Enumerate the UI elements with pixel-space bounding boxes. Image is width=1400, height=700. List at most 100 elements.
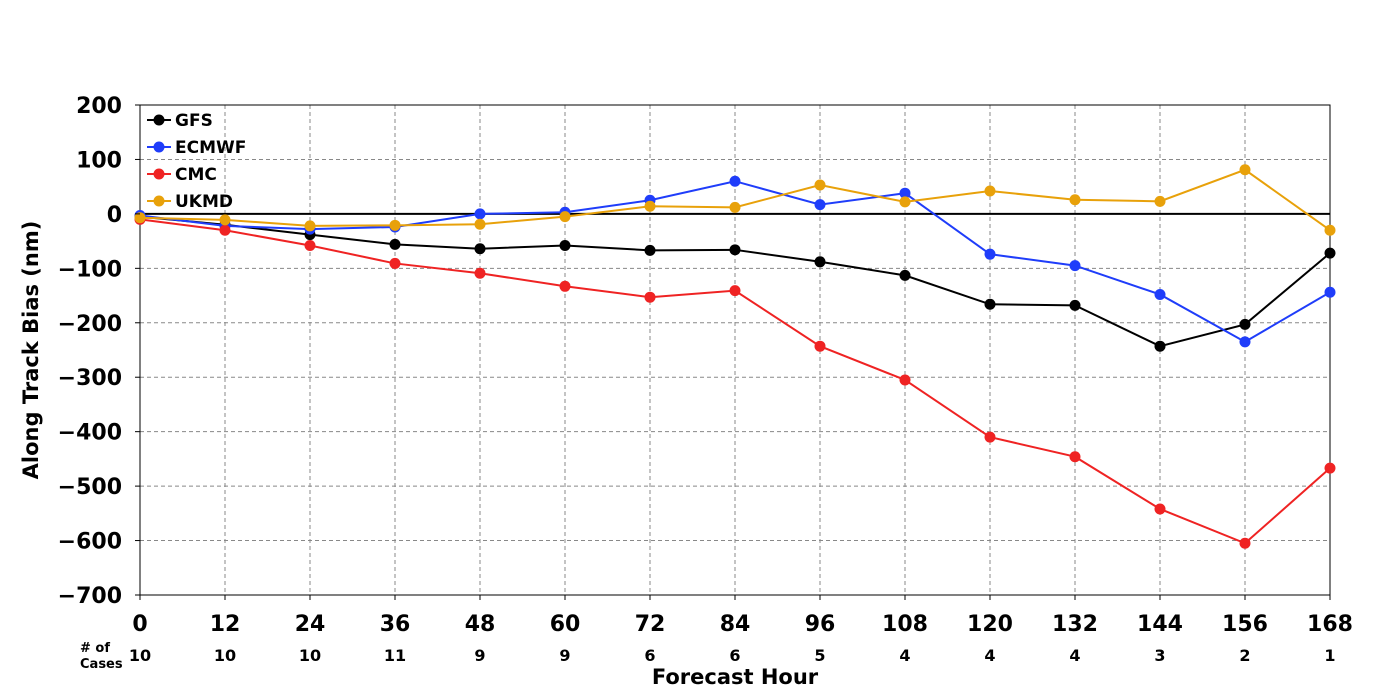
data-point-gfs bbox=[474, 243, 486, 255]
case-count: 3 bbox=[1154, 646, 1165, 665]
case-count: 10 bbox=[129, 646, 151, 665]
data-point-gfs bbox=[559, 239, 571, 251]
y-tick-label: −500 bbox=[58, 475, 122, 500]
legend-item-ecmwf: ECMWF bbox=[147, 138, 246, 158]
x-axis-title: Forecast Hour bbox=[652, 665, 819, 689]
case-count: 10 bbox=[299, 646, 321, 665]
data-point-ukmd bbox=[1239, 164, 1251, 176]
data-point-cmc bbox=[559, 280, 571, 292]
case-count: 2 bbox=[1239, 646, 1250, 665]
x-tick-label: 96 bbox=[805, 612, 836, 637]
data-point-gfs bbox=[984, 298, 996, 310]
legend-swatch-marker bbox=[153, 195, 165, 207]
x-tick-label: 72 bbox=[635, 612, 666, 637]
data-point-ecmwf bbox=[1069, 260, 1081, 272]
x-tick-label: 144 bbox=[1137, 612, 1183, 637]
data-point-ukmd bbox=[474, 218, 486, 230]
data-point-ukmd bbox=[559, 211, 571, 223]
y-tick-label: −200 bbox=[58, 312, 122, 337]
data-point-cmc bbox=[644, 291, 656, 303]
data-point-gfs bbox=[1324, 247, 1336, 259]
cases-row: 10 10 10 11 9 9 6 6 5 4 4 4 3 2 1 bbox=[129, 646, 1336, 665]
data-point-cmc bbox=[474, 267, 486, 279]
data-point-ukmd bbox=[304, 220, 316, 232]
data-point-ecmwf bbox=[1239, 336, 1251, 348]
data-point-ukmd bbox=[984, 185, 996, 197]
cases-label-line-1: # of bbox=[80, 641, 110, 656]
x-tick-label: 120 bbox=[967, 612, 1013, 637]
data-point-cmc bbox=[984, 431, 996, 443]
series-ukmd bbox=[134, 164, 1336, 236]
y-tick-label: −700 bbox=[58, 584, 122, 609]
x-tick-label: 24 bbox=[295, 612, 326, 637]
data-point-gfs bbox=[1154, 340, 1166, 352]
x-tick-label: 12 bbox=[210, 612, 241, 637]
data-point-gfs bbox=[814, 256, 826, 268]
case-count: 6 bbox=[729, 646, 740, 665]
legend-swatch-marker bbox=[153, 141, 165, 153]
data-point-ukmd bbox=[389, 219, 401, 231]
data-point-gfs bbox=[1239, 318, 1251, 330]
data-point-cmc bbox=[304, 239, 316, 251]
x-tick-label: 108 bbox=[882, 612, 928, 637]
data-point-ecmwf bbox=[984, 248, 996, 260]
legend-item-ukmd: UKMD bbox=[147, 192, 233, 212]
y-tick-label: −600 bbox=[58, 530, 122, 555]
case-count: 4 bbox=[984, 646, 995, 665]
data-point-gfs bbox=[729, 244, 741, 256]
data-point-gfs bbox=[644, 244, 656, 256]
data-point-ukmd bbox=[644, 200, 656, 212]
case-count: 4 bbox=[1069, 646, 1080, 665]
data-point-ecmwf bbox=[899, 187, 911, 199]
legend-item-cmc: CMC bbox=[147, 165, 217, 185]
case-count: 11 bbox=[384, 646, 406, 665]
case-count: 9 bbox=[474, 646, 485, 665]
x-tick-label: 0 bbox=[132, 612, 147, 637]
data-point-ecmwf bbox=[1324, 286, 1336, 298]
y-tick-label: −300 bbox=[58, 366, 122, 391]
data-point-ecmwf bbox=[729, 175, 741, 187]
data-point-ecmwf bbox=[814, 199, 826, 211]
data-point-ukmd bbox=[1324, 224, 1336, 236]
data-point-ukmd bbox=[1069, 194, 1081, 206]
y-tick-label: 100 bbox=[76, 148, 122, 173]
data-point-gfs bbox=[1069, 299, 1081, 311]
x-tick-label: 84 bbox=[720, 612, 751, 637]
y-tick-label: −400 bbox=[58, 421, 122, 446]
case-count: 9 bbox=[559, 646, 570, 665]
case-count: 5 bbox=[814, 646, 825, 665]
y-tick-label: −100 bbox=[58, 257, 122, 282]
data-point-ecmwf bbox=[1154, 288, 1166, 300]
x-tick-label: 60 bbox=[550, 612, 581, 637]
data-point-cmc bbox=[1154, 503, 1166, 515]
legend: GFS ECMWF CMC UKMD bbox=[147, 111, 246, 212]
case-count: 4 bbox=[899, 646, 910, 665]
legend-item-gfs: GFS bbox=[147, 111, 213, 131]
x-tick-label: 132 bbox=[1052, 612, 1098, 637]
data-point-cmc bbox=[729, 285, 741, 297]
y-axis-title: Along Track Bias (nm) bbox=[19, 221, 43, 480]
data-point-cmc bbox=[899, 374, 911, 386]
data-point-cmc bbox=[1324, 462, 1336, 474]
case-count: 1 bbox=[1324, 646, 1335, 665]
data-point-cmc bbox=[814, 340, 826, 352]
case-count: 10 bbox=[214, 646, 236, 665]
legend-swatch-marker bbox=[153, 168, 165, 180]
legend-label: CMC bbox=[175, 165, 217, 185]
grid-lines bbox=[140, 105, 1330, 595]
x-axis-ticks: 0 12 24 36 48 60 72 84 96 108 120 132 144 156 168 bbox=[132, 595, 1353, 637]
x-tick-label: 168 bbox=[1307, 612, 1353, 637]
legend-swatch-marker bbox=[153, 114, 165, 126]
data-point-ukmd bbox=[1154, 195, 1166, 207]
data-point-ukmd bbox=[729, 201, 741, 213]
legend-label: GFS bbox=[175, 111, 213, 131]
data-point-gfs bbox=[389, 238, 401, 250]
x-tick-label: 36 bbox=[380, 612, 411, 637]
data-point-ukmd bbox=[134, 212, 146, 224]
data-point-ukmd bbox=[814, 179, 826, 191]
data-point-cmc bbox=[389, 257, 401, 269]
cases-label-line-2: Cases bbox=[80, 657, 123, 672]
data-point-ukmd bbox=[219, 214, 231, 226]
legend-label: UKMD bbox=[175, 192, 233, 212]
